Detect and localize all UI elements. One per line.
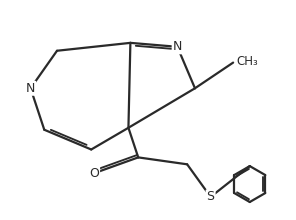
Text: O: O [89,167,99,180]
Text: CH₃: CH₃ [237,55,258,68]
Text: S: S [207,190,215,203]
Text: N: N [173,40,182,53]
Text: N: N [26,82,35,95]
